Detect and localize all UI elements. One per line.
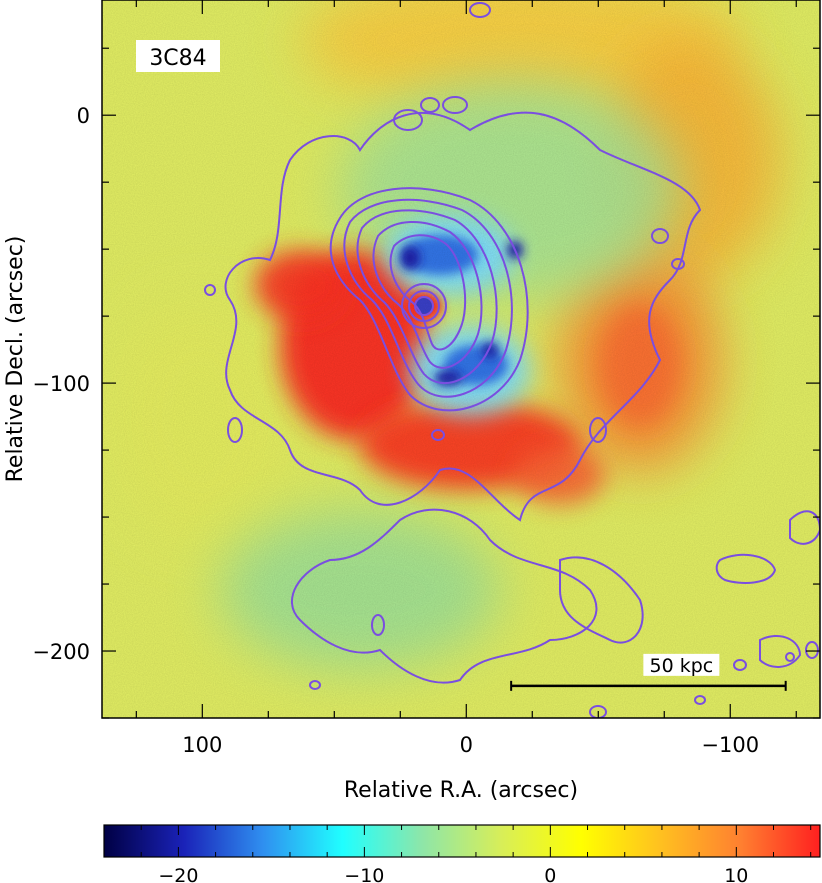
x-tick-label: −100 — [701, 733, 759, 757]
title-box — [136, 40, 220, 72]
plot-area — [102, 0, 820, 718]
y-tick-label: −200 — [32, 640, 90, 664]
chart-title: 3C84 — [149, 46, 206, 71]
x-tick-labels: 100 0 −100 — [182, 733, 759, 757]
colorbar-label: 10 — [724, 865, 748, 883]
axis-ticks — [102, 0, 820, 719]
image-grain — [102, 0, 820, 718]
colorbar-label: −20 — [158, 865, 198, 883]
colorbar-ticks — [103, 825, 812, 857]
y-tick-labels: 0 −100 −200 — [32, 104, 90, 664]
scale-bar-label-box — [643, 653, 720, 676]
y-tick-label: 0 — [77, 104, 90, 128]
x-tick-label: 0 — [460, 733, 473, 757]
scale-bar: 50 kpc — [510, 653, 787, 691]
x-tick-label: 100 — [182, 733, 222, 757]
y-tick-label: −100 — [32, 372, 90, 396]
radio-contours — [204, 2, 820, 718]
y-axis-label: Relative Decl. (arcsec) — [3, 236, 28, 483]
colorbar-labels: −20 −10 0 10 — [158, 865, 748, 883]
scale-bar-label: 50 kpc — [649, 655, 713, 677]
colorbar — [103, 824, 821, 858]
x-axis-label: Relative R.A. (arcsec) — [344, 778, 578, 803]
colorbar-label: 0 — [544, 865, 556, 883]
plot-frame — [101, 0, 821, 719]
colorbar-label: −10 — [344, 865, 384, 883]
